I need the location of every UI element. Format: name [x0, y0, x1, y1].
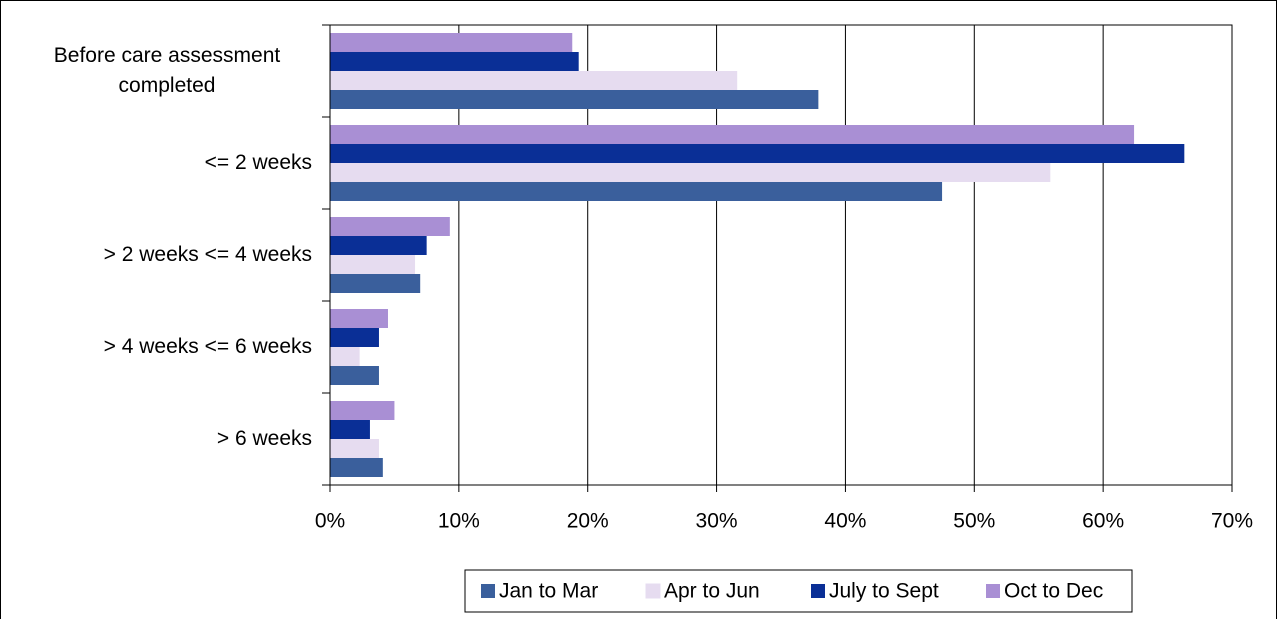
bar: [330, 71, 738, 90]
bar: [330, 33, 573, 52]
y-tick-label: > 6 weeks: [216, 427, 312, 450]
legend-label: Apr to Jun: [664, 580, 760, 603]
bar: [330, 90, 819, 109]
bar: [330, 144, 1185, 163]
y-tick-label: > 4 weeks <= 6 weeks: [103, 335, 312, 358]
bar: [330, 163, 1051, 182]
bar: [330, 274, 421, 293]
bar: [330, 458, 383, 477]
bar: [330, 236, 427, 255]
x-tick-label: 30%: [696, 510, 738, 533]
x-tick-label: 0%: [315, 510, 345, 533]
bar: [330, 309, 388, 328]
x-tick-label: 70%: [1211, 510, 1253, 533]
bar: [330, 255, 416, 274]
y-tick-label: Before care assessment completed: [53, 44, 281, 97]
legend-label: July to Sept: [829, 580, 939, 603]
y-tick-label: <= 2 weeks: [204, 151, 312, 174]
bar: [330, 420, 370, 439]
bar: [330, 52, 579, 71]
bar: [330, 366, 379, 385]
x-tick-label: 50%: [953, 510, 995, 533]
bar: [330, 217, 450, 236]
legend-swatch: [645, 583, 661, 599]
bar: [330, 347, 360, 366]
y-tick-label: > 2 weeks <= 4 weeks: [103, 243, 312, 266]
bar: [330, 401, 395, 420]
legend-swatch: [481, 584, 495, 598]
bar: [330, 328, 379, 347]
x-tick-label: 10%: [438, 510, 480, 533]
legend-box: [464, 569, 1133, 613]
legend-swatch: [811, 584, 825, 598]
legend-label: Oct to Dec: [1004, 580, 1103, 603]
bar: [330, 182, 943, 201]
x-tick-label: 60%: [1082, 510, 1124, 533]
x-tick-label: 40%: [824, 510, 866, 533]
legend-label: Jan to Mar: [499, 580, 598, 603]
bar: [330, 125, 1135, 144]
legend-swatch: [986, 584, 1000, 598]
x-tick-label: 20%: [567, 510, 609, 533]
bar: [330, 439, 379, 458]
